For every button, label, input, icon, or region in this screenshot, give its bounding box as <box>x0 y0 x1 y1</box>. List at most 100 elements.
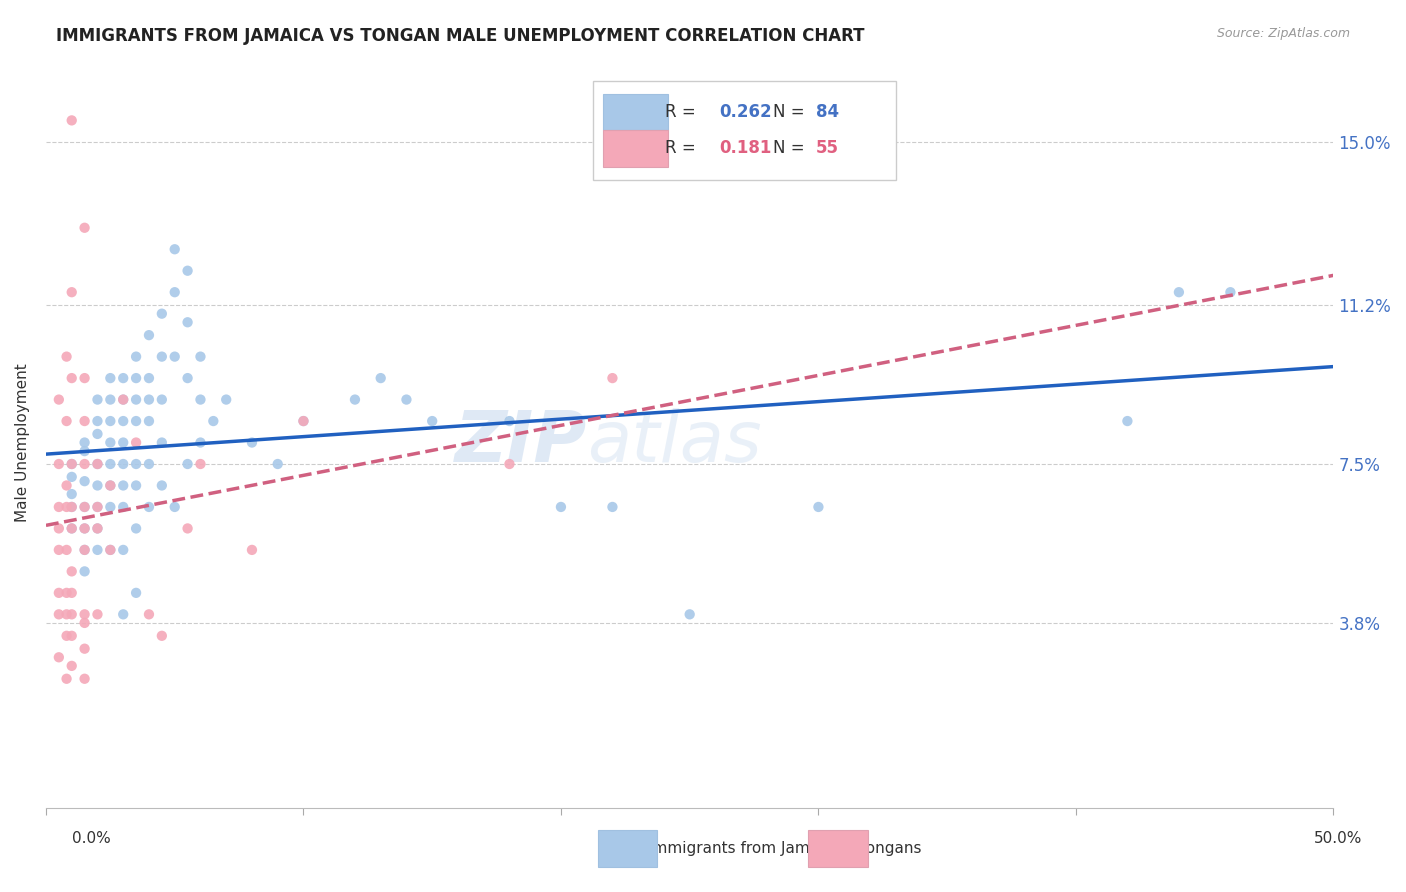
Point <box>98 542 121 557</box>
Point <box>48 500 70 514</box>
Point <box>73 474 96 488</box>
Point <box>679 607 702 622</box>
Point <box>73 500 96 514</box>
Point <box>176 457 198 471</box>
Point <box>163 242 186 256</box>
Point <box>60 285 83 300</box>
Text: 50.0%: 50.0% <box>1315 831 1362 846</box>
Point <box>112 542 135 557</box>
Point <box>48 650 70 665</box>
Point <box>60 586 83 600</box>
Point <box>73 521 96 535</box>
Point <box>60 371 83 385</box>
Point <box>73 444 96 458</box>
Point <box>1219 285 1241 300</box>
Point <box>55 607 77 622</box>
Point <box>86 542 108 557</box>
Point <box>395 392 418 407</box>
Point <box>86 457 108 471</box>
FancyBboxPatch shape <box>603 130 668 167</box>
Point <box>55 500 77 514</box>
Point <box>202 414 225 428</box>
Point <box>73 542 96 557</box>
Point <box>60 500 83 514</box>
Point <box>602 500 624 514</box>
Point <box>1167 285 1189 300</box>
Point <box>163 350 186 364</box>
Point <box>112 392 135 407</box>
Text: IMMIGRANTS FROM JAMAICA VS TONGAN MALE UNEMPLOYMENT CORRELATION CHART: IMMIGRANTS FROM JAMAICA VS TONGAN MALE U… <box>56 27 865 45</box>
Point <box>498 457 520 471</box>
Point <box>55 478 77 492</box>
Point <box>163 285 186 300</box>
Point <box>112 414 135 428</box>
Point <box>150 307 173 321</box>
Point <box>112 371 135 385</box>
Point <box>86 414 108 428</box>
Point <box>55 350 77 364</box>
Point <box>602 371 624 385</box>
Point <box>125 457 148 471</box>
Point <box>60 500 83 514</box>
Point <box>98 435 121 450</box>
Point <box>176 371 198 385</box>
Point <box>60 521 83 535</box>
Text: R =: R = <box>665 139 706 157</box>
Text: N =: N = <box>773 139 810 157</box>
Point <box>138 500 160 514</box>
Point <box>150 392 173 407</box>
Point <box>60 607 83 622</box>
Point <box>163 500 186 514</box>
Point <box>86 521 108 535</box>
Point <box>150 629 173 643</box>
Point <box>125 414 148 428</box>
Point <box>73 371 96 385</box>
Point <box>498 414 520 428</box>
Point <box>138 414 160 428</box>
Point <box>98 457 121 471</box>
FancyBboxPatch shape <box>593 81 896 179</box>
Point <box>240 542 263 557</box>
Point <box>112 478 135 492</box>
Point <box>125 521 148 535</box>
Point <box>55 672 77 686</box>
Point <box>60 521 83 535</box>
Point <box>60 457 83 471</box>
Point <box>125 392 148 407</box>
Point <box>125 350 148 364</box>
Text: 0.181: 0.181 <box>720 139 772 157</box>
Point <box>112 607 135 622</box>
Point <box>73 435 96 450</box>
Point <box>73 521 96 535</box>
Point <box>240 435 263 450</box>
Point <box>125 435 148 450</box>
Point <box>190 457 212 471</box>
Point <box>420 414 443 428</box>
Y-axis label: Male Unemployment: Male Unemployment <box>15 363 30 522</box>
Point <box>343 392 366 407</box>
Point <box>98 478 121 492</box>
Point <box>73 500 96 514</box>
Point <box>60 629 83 643</box>
Point <box>215 392 238 407</box>
Point <box>98 392 121 407</box>
Point <box>138 457 160 471</box>
Point <box>86 500 108 514</box>
Point <box>98 414 121 428</box>
Point <box>190 392 212 407</box>
Text: Tongans: Tongans <box>859 841 921 855</box>
Point <box>267 457 290 471</box>
Point <box>73 565 96 579</box>
Point <box>150 350 173 364</box>
Text: Source: ZipAtlas.com: Source: ZipAtlas.com <box>1216 27 1350 40</box>
Point <box>190 435 212 450</box>
Point <box>150 478 173 492</box>
Point <box>138 328 160 343</box>
Point <box>60 457 83 471</box>
Point <box>48 586 70 600</box>
Point <box>60 565 83 579</box>
Point <box>60 487 83 501</box>
Point <box>86 607 108 622</box>
Point <box>86 521 108 535</box>
Point <box>112 435 135 450</box>
